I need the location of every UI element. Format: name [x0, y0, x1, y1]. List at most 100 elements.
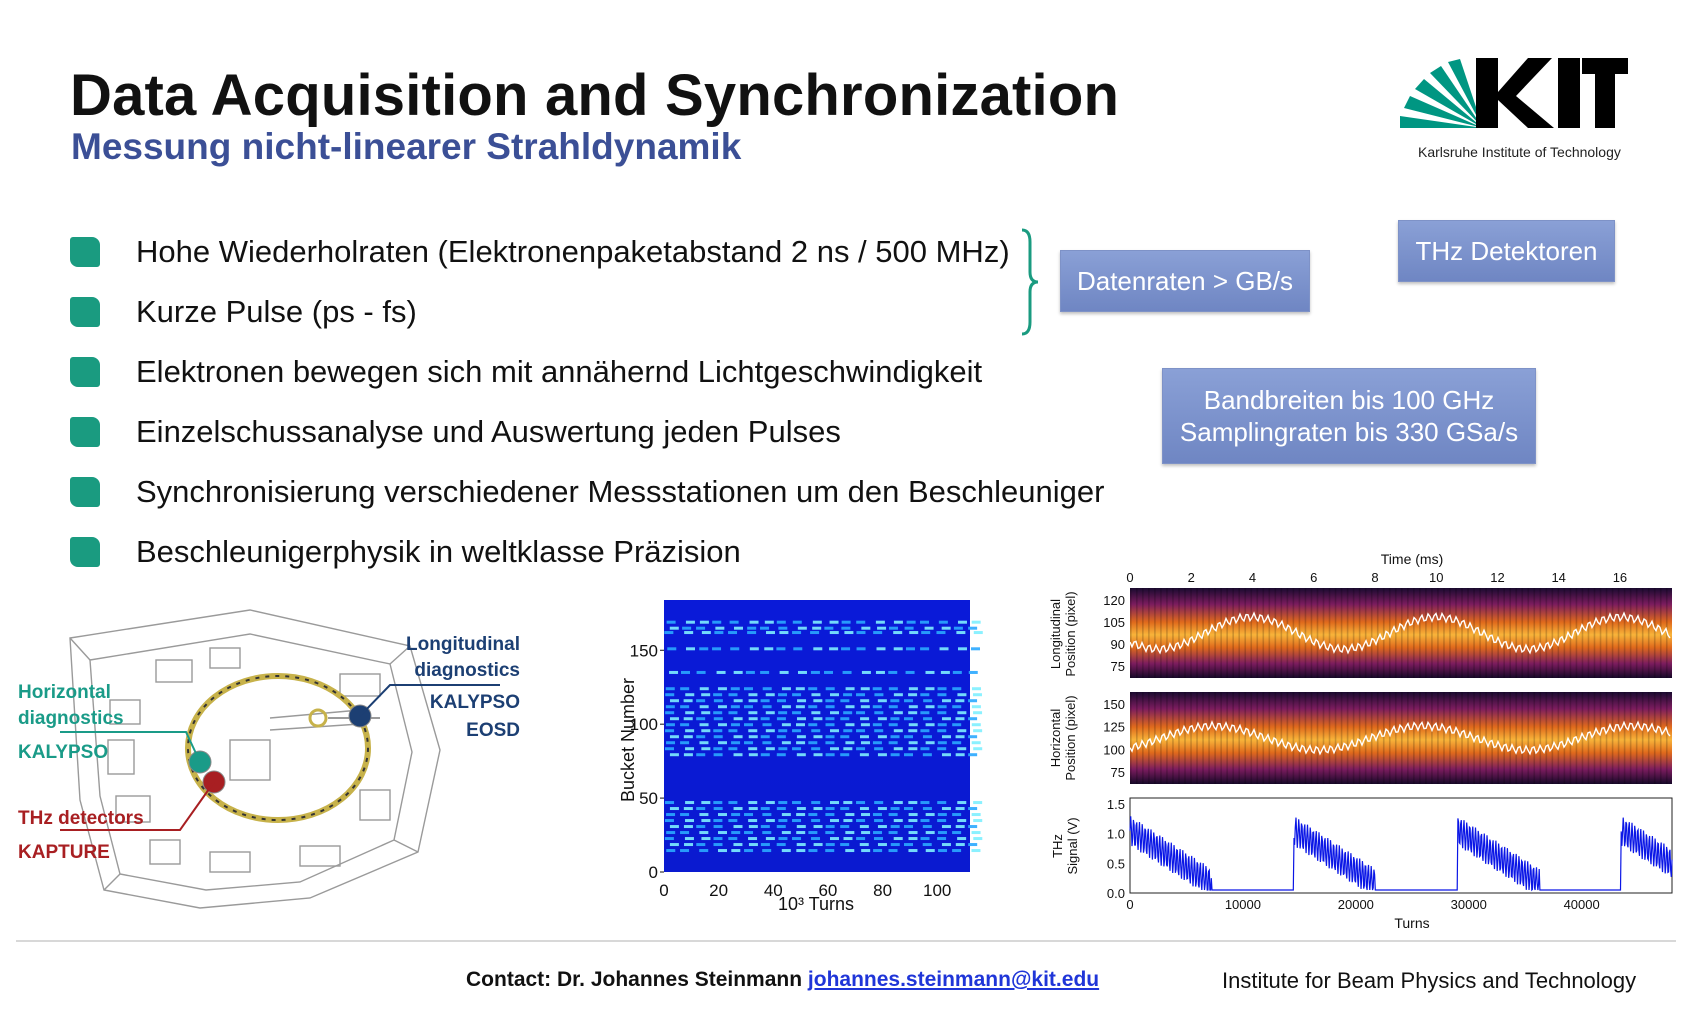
- heatmap-cell: [810, 670, 820, 674]
- heatmap-cell: [669, 670, 679, 674]
- list-item: Synchronisierung verschiedener Messstati…: [70, 462, 1104, 522]
- heatmap-cell: [811, 711, 821, 715]
- heatmap-cell: [699, 831, 709, 835]
- heatmap-stripe: [1473, 692, 1475, 784]
- heatmap-cell: [860, 705, 870, 709]
- heatmap-stripe: [1148, 692, 1150, 784]
- heatmap-cell: [955, 825, 965, 829]
- heatmap-stripe: [1419, 588, 1421, 678]
- heatmap-cell: [669, 753, 679, 757]
- x-tick-label: 0: [1126, 570, 1133, 585]
- heatmap-cell: [716, 670, 726, 674]
- heatmap-stripe: [1443, 588, 1445, 678]
- heatmap-cell: [825, 699, 835, 703]
- heatmap-cell: [840, 843, 850, 847]
- contact-email-link[interactable]: johannes.steinmann@kit.edu: [807, 968, 1100, 991]
- heatmap-cell: [795, 723, 805, 727]
- heatmap-cell: [952, 741, 962, 745]
- heatmap-cell: [957, 837, 967, 841]
- heatmap-stripe: [1244, 588, 1247, 678]
- heatmap-cell: [888, 831, 898, 835]
- heatmap-stripe: [1196, 588, 1198, 678]
- heatmap-cell: [952, 687, 962, 691]
- heatmap-cell: [699, 813, 709, 817]
- heatmap-cell: [748, 843, 758, 847]
- heatmap-cell: [971, 620, 981, 624]
- heatmap-cell: [970, 647, 980, 651]
- heatmap-stripe: [1130, 692, 1132, 784]
- heatmap-cell: [860, 723, 870, 727]
- heatmap-stripe: [1388, 692, 1391, 784]
- heatmap-stripe: [1635, 588, 1638, 678]
- heatmap-cell: [776, 843, 786, 847]
- heatmap-cell: [696, 825, 706, 829]
- heatmap-stripe: [1160, 588, 1162, 678]
- heatmap-cell: [813, 753, 823, 757]
- longitudinal-heatmap: [1130, 588, 1672, 678]
- heatmap-cell: [888, 723, 898, 727]
- heatmap-cell: [680, 741, 690, 745]
- heatmap-cell: [808, 687, 818, 691]
- heatmap-stripe: [1509, 588, 1511, 678]
- heatmap-cell: [877, 717, 887, 721]
- x-axis-label: 10³ Turns: [778, 894, 854, 914]
- heatmap-cell: [825, 843, 835, 847]
- heatmap-stripe: [1352, 692, 1355, 784]
- heatmap-cell: [920, 819, 930, 823]
- heatmap-cell: [765, 631, 775, 635]
- kit-logo-caption: Karlsruhe Institute of Technology: [1418, 144, 1621, 160]
- heatmap-stripe: [1659, 692, 1662, 784]
- heatmap-cell: [889, 626, 899, 630]
- y-tick-label: 1.5: [1107, 797, 1125, 812]
- heatmap-stripe: [1461, 588, 1463, 678]
- heatmap-cell: [845, 723, 855, 727]
- heatmap-cell: [748, 837, 758, 841]
- heatmap-cell: [920, 620, 930, 624]
- x-tick-label: 10000: [1225, 897, 1261, 912]
- heatmap-cell: [685, 729, 695, 733]
- heatmap-cell: [796, 849, 806, 853]
- heatmap-cell: [973, 631, 983, 635]
- callout-thz-detectors: THz Detektoren: [1398, 220, 1615, 282]
- thz-ylabel: THzSignal (V): [1050, 817, 1080, 874]
- heatmap-stripe: [1352, 588, 1355, 678]
- heatmap-stripe: [1455, 588, 1457, 678]
- heatmap-cell: [874, 711, 884, 715]
- heatmap-stripe: [1388, 588, 1391, 678]
- heatmap-stripe: [1575, 588, 1578, 678]
- heatmap-cell: [941, 753, 951, 757]
- heatmap-cell: [840, 753, 850, 757]
- heatmap-cell: [845, 849, 855, 853]
- heatmap-cell: [936, 631, 946, 635]
- heatmap-cell: [796, 831, 806, 835]
- heatmap-cell: [728, 801, 738, 805]
- heatmap-cell: [683, 717, 693, 721]
- heatmap-cell: [893, 729, 903, 733]
- heatmap-cell: [795, 705, 805, 709]
- heatmap-cell: [810, 631, 820, 635]
- heatmap-cell: [877, 807, 887, 811]
- heatmap-cell: [701, 837, 711, 841]
- heatmap-cell: [762, 849, 772, 853]
- heatmap-stripe: [1142, 692, 1144, 784]
- heatmap-cell: [748, 729, 758, 733]
- heatmap-stripe: [1172, 692, 1174, 784]
- heatmap-cell: [920, 747, 930, 751]
- heatmap-stripe: [1515, 588, 1518, 678]
- heatmap-cell: [781, 741, 791, 745]
- heatmap-cell: [731, 813, 741, 817]
- heatmap-cell: [744, 741, 754, 745]
- heatmap-cell: [717, 813, 727, 817]
- heatmap-cell: [957, 729, 967, 733]
- heatmap-stripe: [1298, 692, 1301, 784]
- heatmap-cell: [728, 711, 738, 715]
- heatmap-cell: [920, 837, 930, 841]
- heatmap-cell: [781, 831, 791, 835]
- heatmap-cell: [921, 631, 931, 635]
- heatmap-cell: [873, 849, 883, 853]
- heatmap-cell: [841, 620, 851, 624]
- heatmap-cell: [937, 819, 947, 823]
- heatmap-cell: [744, 849, 754, 853]
- heatmap-cell: [968, 825, 978, 829]
- heatmap-cell: [696, 717, 706, 721]
